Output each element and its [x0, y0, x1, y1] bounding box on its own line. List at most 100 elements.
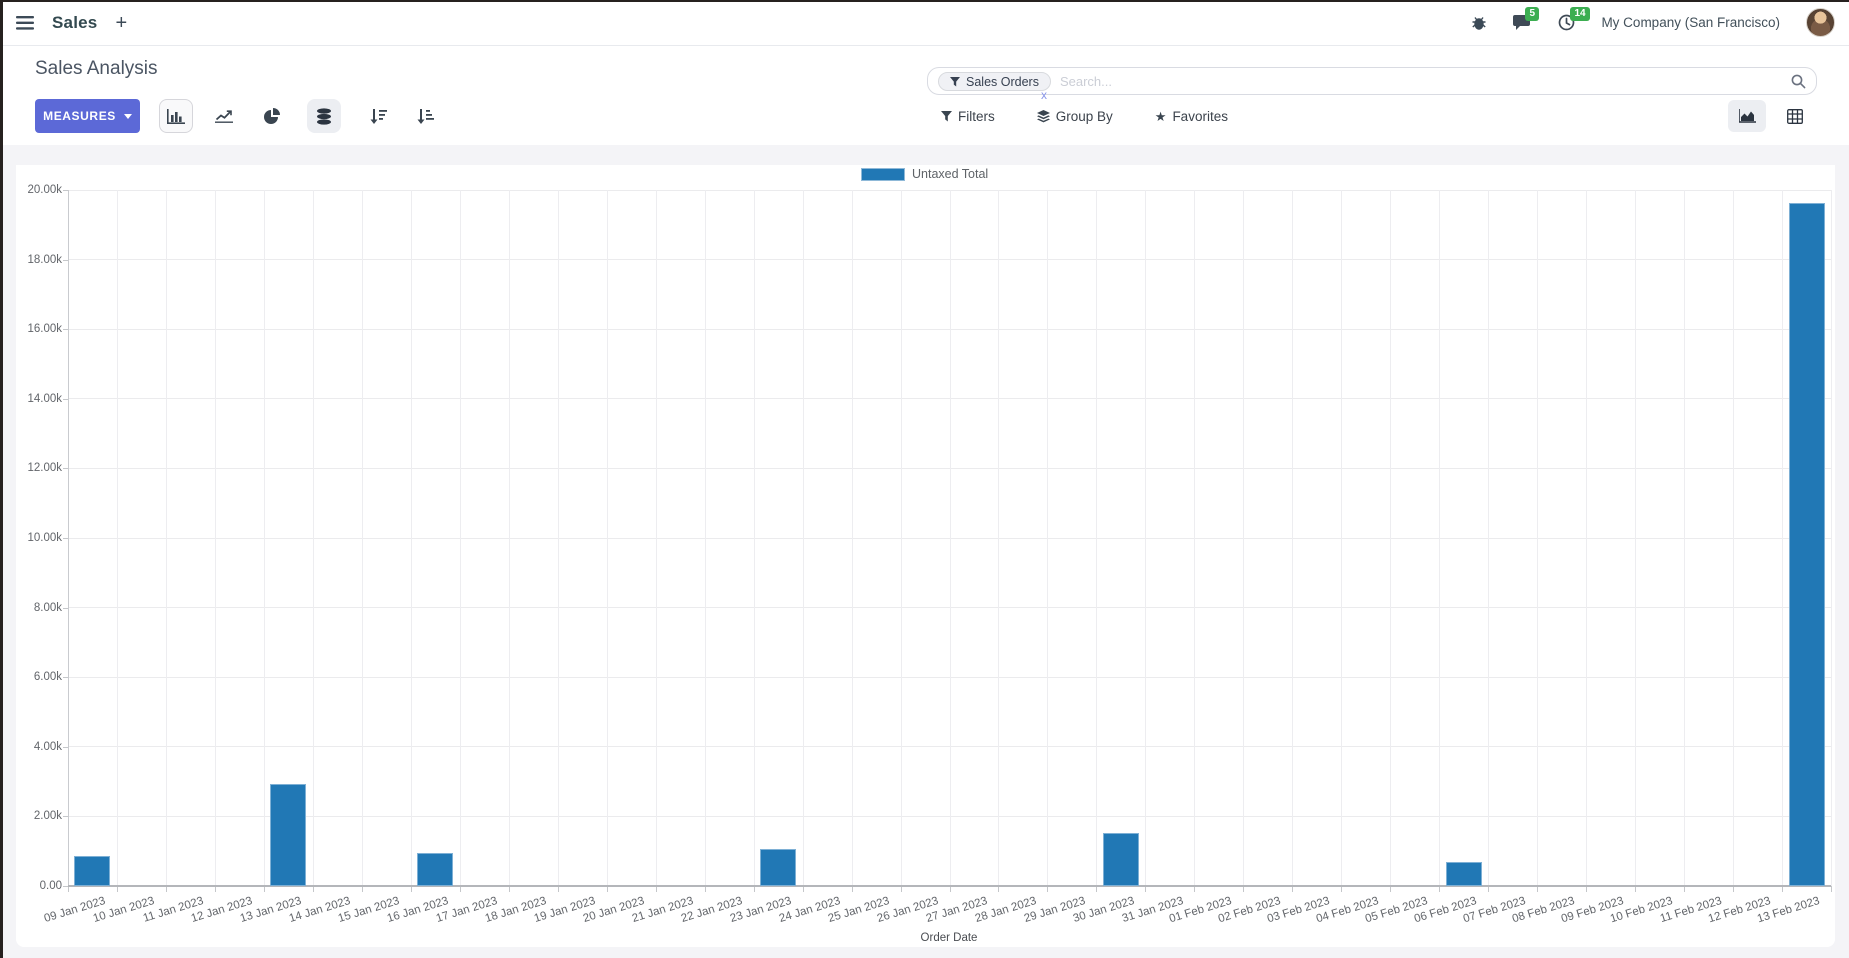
- y-tick-label: 6.00k: [33, 671, 62, 684]
- bar[interactable]: [270, 784, 307, 886]
- bar-chart-view-button[interactable]: [159, 99, 193, 133]
- bar[interactable]: [1102, 833, 1139, 886]
- y-tick: [63, 538, 68, 539]
- x-tick: [214, 886, 216, 892]
- filters-button[interactable]: Filters: [941, 109, 995, 124]
- app-menu-title[interactable]: Sales: [52, 12, 98, 32]
- x-gridline: [214, 190, 216, 886]
- x-tick: [1684, 886, 1686, 892]
- x-gridline: [1096, 190, 1098, 886]
- chevron-down-icon: [123, 113, 132, 119]
- x-gridline: [1586, 190, 1588, 886]
- x-gridline: [655, 190, 657, 886]
- star-icon: ★: [1154, 108, 1167, 124]
- x-gridline: [1488, 190, 1490, 886]
- x-gridline: [459, 190, 461, 886]
- x-gridline: [1243, 190, 1245, 886]
- bar[interactable]: [74, 856, 111, 886]
- navbar-left: Sales +: [16, 13, 127, 33]
- line-chart-view-button[interactable]: [207, 99, 241, 133]
- search-facet-label: Sales Orders: [966, 74, 1039, 89]
- y-tick: [63, 259, 68, 261]
- pivot-table-icon: [1787, 108, 1803, 124]
- messages-icon[interactable]: 5: [1513, 7, 1539, 31]
- x-gridline: [1341, 190, 1343, 886]
- sort-descending-button[interactable]: [361, 99, 395, 133]
- pivot-view-button[interactable]: [1776, 100, 1814, 132]
- debug-bug-icon[interactable]: [1471, 15, 1487, 31]
- x-tick: [900, 886, 902, 892]
- top-navbar: Sales + 5 14 My Company (San Francisco): [0, 0, 1849, 46]
- measures-button[interactable]: MEASURES: [35, 99, 140, 133]
- x-gridline: [263, 190, 265, 886]
- chart-legend[interactable]: Untaxed Total: [861, 167, 988, 181]
- x-tick: [165, 886, 167, 892]
- x-tick: [1243, 886, 1245, 892]
- filter-funnel-icon: [941, 110, 952, 121]
- bar[interactable]: [760, 849, 797, 886]
- x-gridline: [1684, 190, 1686, 886]
- x-gridline: [1194, 190, 1196, 886]
- search-input[interactable]: Sales Orders x Search...: [927, 67, 1817, 101]
- x-tick: [1439, 886, 1441, 892]
- bar[interactable]: [417, 852, 454, 886]
- sort-ascending-button[interactable]: [408, 99, 442, 133]
- x-gridline: [116, 190, 118, 886]
- user-avatar[interactable]: [1806, 8, 1835, 37]
- page-title: Sales Analysis: [35, 58, 158, 79]
- x-tick: [410, 886, 412, 892]
- x-tick: [1292, 886, 1294, 892]
- hamburger-menu-icon[interactable]: [16, 15, 34, 30]
- chart-card: Untaxed Total 0.00 2.00k 4.00k 6.00k 8.00k 10…: [16, 165, 1835, 947]
- x-tick: [557, 886, 559, 892]
- y-tick-label: 20.00k: [27, 184, 62, 196]
- x-tick: [1586, 886, 1588, 892]
- x-gridline: [557, 190, 559, 886]
- activities-clock-icon[interactable]: 14: [1558, 7, 1590, 31]
- search-icon[interactable]: [1791, 74, 1806, 89]
- x-tick: [704, 886, 706, 892]
- bar[interactable]: [1445, 861, 1482, 886]
- group-by-label: Group By: [1055, 108, 1113, 124]
- x-tick: [802, 886, 804, 892]
- bar-chart-plot: 0.00 2.00k 4.00k 6.00k 8.00k 10.00k 12.00k 14.0…: [16, 165, 1835, 947]
- x-tick: [68, 886, 69, 892]
- x-gridline: [949, 190, 951, 886]
- company-switcher[interactable]: My Company (San Francisco): [1601, 15, 1780, 30]
- filters-label: Filters: [958, 108, 995, 124]
- group-by-button[interactable]: Group By: [1036, 108, 1113, 124]
- measures-label: MEASURES: [43, 109, 116, 123]
- graph-view-button[interactable]: [1728, 100, 1766, 132]
- x-gridline: [851, 190, 853, 886]
- x-tick: [1831, 886, 1832, 892]
- x-tick: [1488, 886, 1490, 892]
- favorites-label: Favorites: [1172, 108, 1228, 124]
- pie-chart-view-button[interactable]: [254, 99, 288, 133]
- x-gridline: [606, 190, 608, 886]
- screen-edge-top: [0, 0, 1849, 2]
- x-tick: [312, 886, 314, 892]
- legend-swatch: [861, 167, 905, 181]
- x-gridline: [1390, 190, 1392, 886]
- layers-icon: [1036, 109, 1050, 122]
- y-tick-label: 2.00k: [33, 810, 62, 823]
- x-gridline: [1537, 190, 1539, 886]
- favorites-button[interactable]: ★ Favorites: [1155, 109, 1228, 124]
- x-gridline: [753, 190, 755, 886]
- x-tick: [998, 886, 1000, 892]
- facet-remove-icon[interactable]: x: [1041, 88, 1047, 102]
- new-tab-plus-icon[interactable]: +: [115, 11, 128, 34]
- messages-badge: 5: [1525, 7, 1539, 21]
- x-gridline: [1831, 190, 1832, 886]
- search-facet-sales-orders[interactable]: Sales Orders: [938, 72, 1051, 91]
- y-tick: [63, 607, 68, 609]
- y-tick: [63, 746, 68, 748]
- y-tick-label: 0.00: [39, 880, 62, 892]
- y-tick: [63, 816, 68, 818]
- stacked-toggle-button[interactable]: [307, 99, 341, 133]
- y-tick-label: 10.00k: [27, 532, 62, 544]
- x-tick: [1341, 886, 1343, 892]
- y-tick-label: 16.00k: [27, 323, 62, 336]
- bar[interactable]: [1788, 202, 1825, 886]
- x-tick: [753, 886, 755, 892]
